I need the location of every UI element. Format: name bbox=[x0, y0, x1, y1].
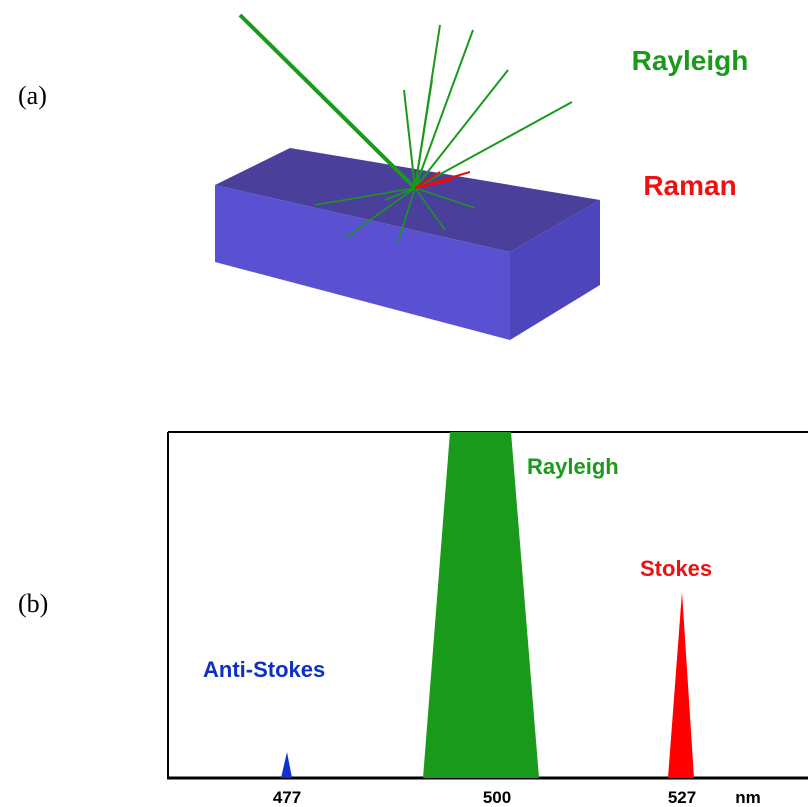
x-tick-label: 527 bbox=[668, 788, 696, 807]
figure: (a) Rayleigh Raman (b) Rayleigh Stokes A… bbox=[0, 0, 808, 807]
anti-stokes-peak bbox=[281, 752, 292, 778]
stokes-peak bbox=[668, 592, 694, 778]
peak-label: Stokes bbox=[640, 556, 712, 581]
peak-label: Rayleigh bbox=[527, 454, 619, 479]
axis-unit: nm bbox=[735, 788, 761, 807]
raman-label: Raman bbox=[643, 170, 736, 201]
panel-label: (a) bbox=[18, 81, 47, 110]
sample-block bbox=[215, 148, 600, 340]
panel-label: (b) bbox=[18, 589, 48, 618]
x-tick-label: 500 bbox=[483, 788, 511, 807]
peak-label: Anti-Stokes bbox=[203, 657, 325, 682]
rayleigh-peak bbox=[423, 432, 539, 778]
rayleigh-label: Rayleigh bbox=[632, 45, 749, 76]
x-tick-label: 477 bbox=[273, 788, 301, 807]
